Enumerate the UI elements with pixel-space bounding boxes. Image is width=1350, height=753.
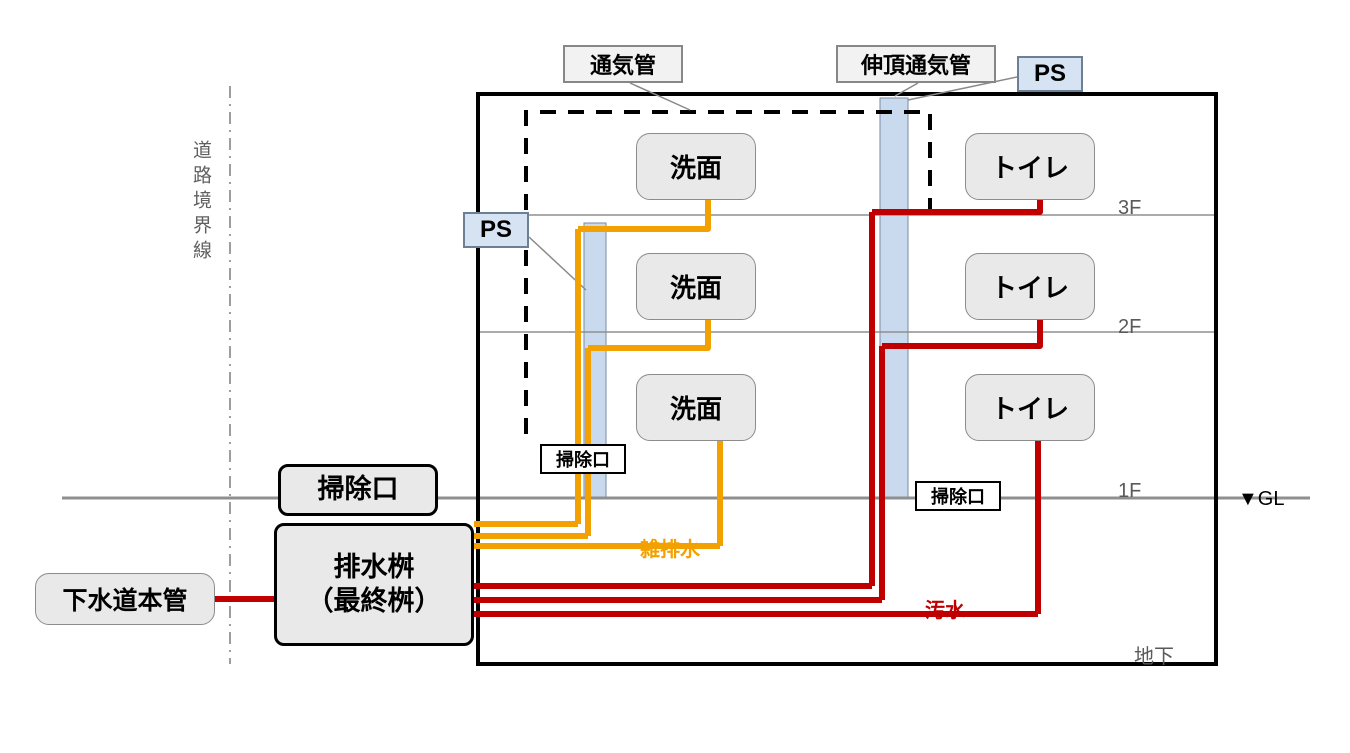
vent-pipe-label: 通気管 [563, 45, 683, 83]
extend-vent-label: 伸頂通気管 [836, 45, 996, 83]
ps-label-top: PS [1017, 56, 1083, 92]
washroom-2f: 洗面 [636, 253, 756, 320]
sewage-label: 汚水 [925, 594, 965, 623]
cleanout-small-right: 掃除口 [915, 481, 1001, 511]
toilet-2f: トイレ [965, 253, 1095, 320]
drain-basin: 排水桝 （最終桝） [274, 523, 474, 646]
floor-bf-label: 地下 [1134, 640, 1174, 669]
washroom-1f: 洗面 [636, 374, 756, 441]
cleanout-small-left: 掃除口 [540, 444, 626, 474]
floor-3f-label: 3F [1118, 197, 1141, 220]
floor-1f-label: 1F [1118, 480, 1141, 503]
ps-label-left: PS [463, 212, 529, 248]
floor-2f-label: 2F [1118, 316, 1141, 339]
cleanout-large: 掃除口 [278, 464, 438, 516]
waste-water-label: 雑排水 [640, 533, 700, 562]
washroom-3f: 洗面 [636, 133, 756, 200]
toilet-3f: トイレ [965, 133, 1095, 200]
gl-marker: ▼GL [1238, 488, 1284, 511]
road-boundary-label: 道路境界線 [187, 140, 214, 265]
main-sewer-pipe: 下水道本管 [35, 573, 215, 625]
toilet-1f: トイレ [965, 374, 1095, 441]
